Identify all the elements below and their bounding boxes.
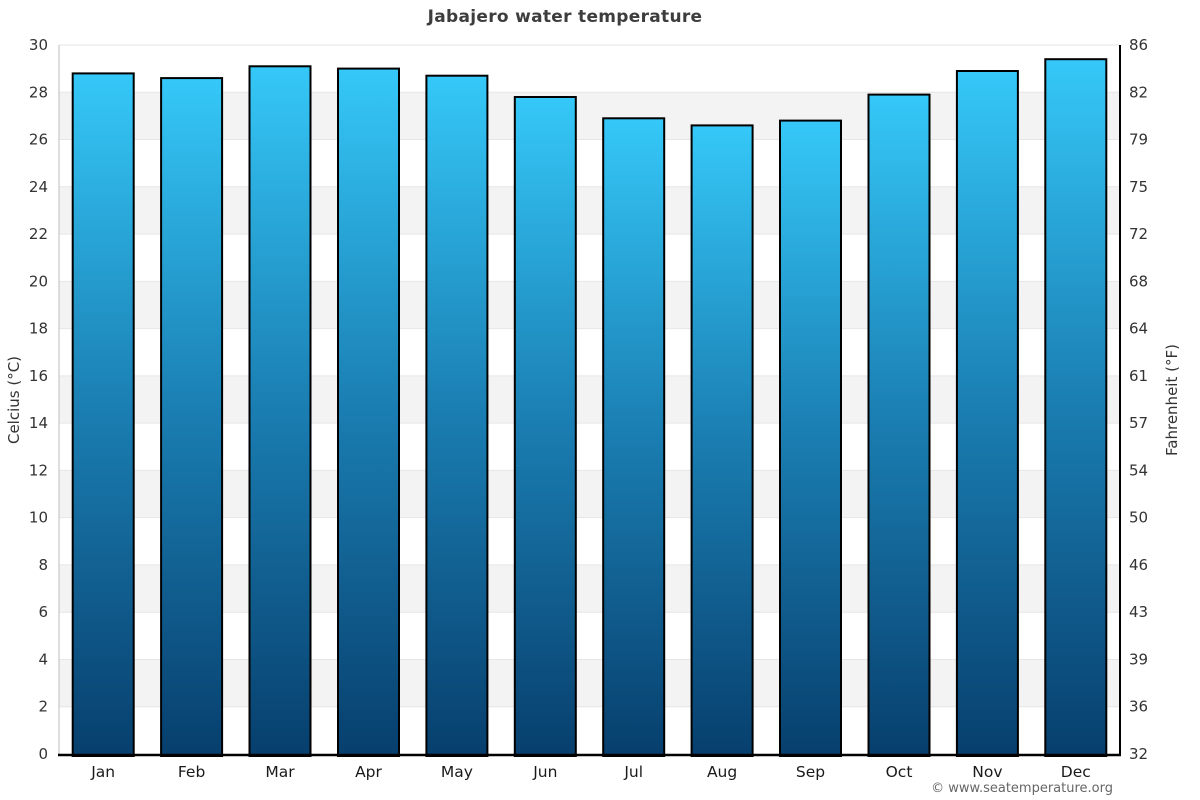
x-tick-label-dec: Dec <box>1061 763 1091 781</box>
y-tick-right-82: 82 <box>1129 83 1148 101</box>
y-tick-right-36: 36 <box>1129 698 1148 716</box>
y-tick-left-8: 8 <box>38 556 48 574</box>
y-tick-right-43: 43 <box>1129 603 1148 621</box>
bar-oct <box>867 93 931 758</box>
plot-band-28c <box>59 92 1120 140</box>
y-axis-label-fahrenheit: Fahrenheit (°F) <box>1163 344 1181 456</box>
x-tick-label-oct: Oct <box>886 763 913 781</box>
y-tick-right-61: 61 <box>1129 367 1148 385</box>
y-tick-left-26: 26 <box>29 131 48 149</box>
bar-mar <box>248 65 312 758</box>
y-tick-right-75: 75 <box>1129 178 1148 196</box>
y-tick-right-68: 68 <box>1129 272 1148 290</box>
bar-aug <box>690 124 754 757</box>
plot-band-20c <box>59 281 1120 329</box>
y-tick-left-24: 24 <box>29 178 48 196</box>
y-tick-left-18: 18 <box>29 320 48 338</box>
y-tick-left-6: 6 <box>38 603 48 621</box>
bar-dec <box>1044 58 1108 757</box>
bar-sep <box>779 119 842 758</box>
x-tick-label-apr: Apr <box>355 763 382 781</box>
y-tick-right-79: 79 <box>1129 131 1148 149</box>
y-tick-left-0: 0 <box>38 745 48 763</box>
y-tick-left-20: 20 <box>29 272 48 290</box>
y-tick-right-54: 54 <box>1129 461 1148 479</box>
y-tick-left-22: 22 <box>29 225 48 243</box>
y-tick-right-72: 72 <box>1129 225 1148 243</box>
y-tick-left-4: 4 <box>38 650 48 668</box>
y-tick-left-30: 30 <box>29 36 48 54</box>
bar-jul <box>602 117 666 758</box>
y-tick-right-39: 39 <box>1129 650 1148 668</box>
y-axis-label-celsius: Celcius (°C) <box>5 355 23 445</box>
y-tick-right-50: 50 <box>1129 509 1148 527</box>
x-tick-label-jan: Jan <box>90 763 115 781</box>
x-tick-label-nov: Nov <box>972 763 1002 781</box>
x-tick-label-aug: Aug <box>707 763 737 781</box>
bar-nov <box>955 70 1019 757</box>
y-tick-right-64: 64 <box>1129 320 1148 338</box>
y-tick-left-28: 28 <box>29 83 48 101</box>
y-tick-left-12: 12 <box>29 461 48 479</box>
y-tick-left-2: 2 <box>38 698 48 716</box>
bar-jun <box>513 96 577 757</box>
x-tick-label-jul: Jul <box>623 763 643 781</box>
bar-may <box>425 74 489 757</box>
plot-band-24c <box>59 186 1120 235</box>
chart-title: Jabajero water temperature <box>427 7 703 27</box>
x-tick-label-sep: Sep <box>796 763 825 781</box>
y-tick-left-16: 16 <box>29 367 48 385</box>
y-tick-left-10: 10 <box>29 509 48 527</box>
x-tick-label-may: May <box>441 763 473 781</box>
plot-band-16c <box>59 375 1120 424</box>
bar-jan <box>71 72 135 757</box>
plot-band-12c <box>59 470 1120 518</box>
y-tick-right-57: 57 <box>1129 414 1148 432</box>
x-tick-label-jun: Jun <box>532 763 557 781</box>
bar-apr <box>337 67 400 758</box>
x-tick-label-mar: Mar <box>265 763 295 781</box>
bar-feb <box>160 77 224 758</box>
plot-band-8c <box>59 564 1120 613</box>
y-tick-right-32: 32 <box>1129 745 1148 763</box>
y-tick-right-86: 86 <box>1129 36 1148 54</box>
plot-band-4c <box>59 659 1120 707</box>
y-tick-left-14: 14 <box>29 414 48 432</box>
copyright-attribution: © www.seatemperature.org <box>931 781 1113 796</box>
y-tick-right-46: 46 <box>1129 556 1148 574</box>
x-tick-label-feb: Feb <box>178 763 205 781</box>
